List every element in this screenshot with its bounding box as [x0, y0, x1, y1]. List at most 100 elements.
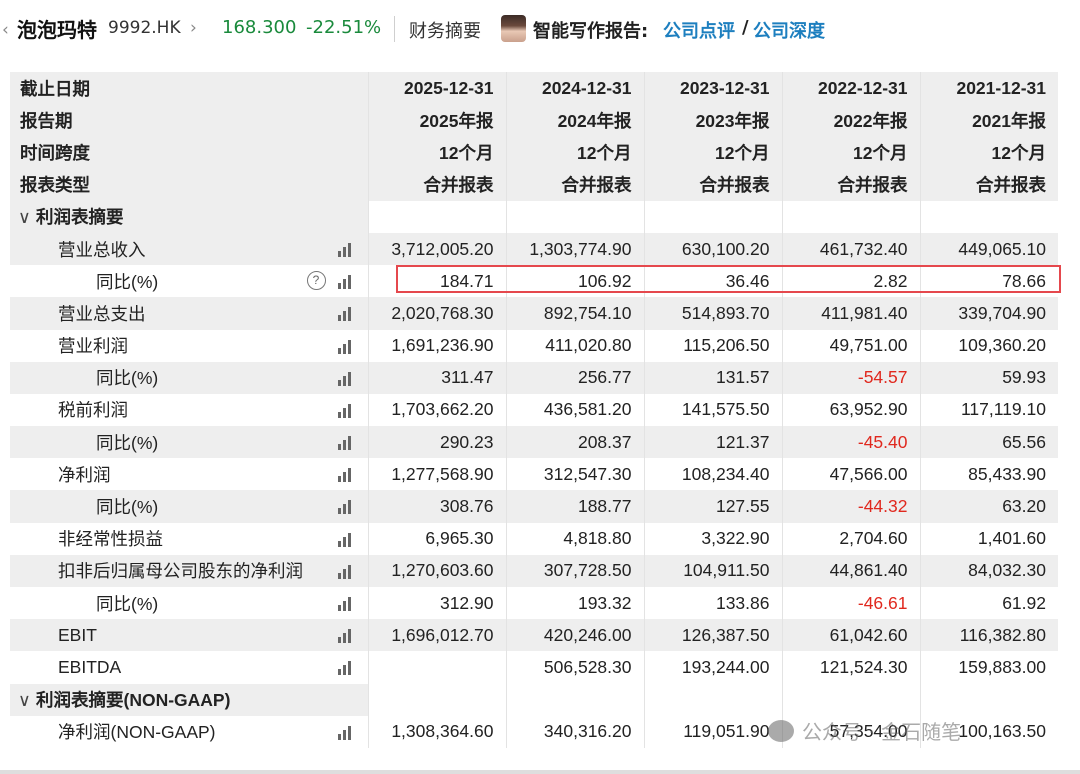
header-cell: 合并报表 [781, 168, 920, 201]
bar-chart-icon[interactable] [337, 273, 354, 290]
value-cell: 184.71 [367, 265, 506, 298]
section-row[interactable]: ∨ 利润表摘要(NON-GAAP) [10, 683, 1058, 716]
header-cell: 2022-12-31 [781, 72, 920, 105]
row-label-cell: 同比(%) [10, 361, 368, 394]
section-title: 利润表摘要(NON-GAAP) [36, 690, 231, 711]
top-bar: ‹ 泡泡玛特 9992.HK › 168.300 -22.51% 财务摘要 智能… [0, 0, 1080, 58]
financial-summary-table-container[interactable]: 截止日期 2025-12-31 2024-12-31 2023-12-31 2022-1… [10, 72, 1058, 752]
value-cell: 312.90 [367, 587, 506, 620]
header-cell: 2025年报 [367, 104, 506, 137]
value-cell: 3,322.90 [643, 522, 782, 555]
table-row: 同比(%) 311.47 256.77 131.57 -54.57 59.93 [10, 361, 1058, 394]
row-label-cell: 营业总支出 [10, 297, 368, 330]
bar-chart-icon[interactable] [337, 241, 354, 257]
table-row: 净利润 1,277,568.90 312,547.30 108,234.40 47,56… [10, 458, 1058, 491]
bar-chart-icon[interactable] [337, 338, 354, 354]
value-cell: 141,575.50 [643, 393, 782, 427]
value-cell: 85,433.90 [919, 458, 1058, 491]
row-label: 净利润 [58, 464, 111, 485]
table-row: 同比(%) 308.76 188.77 127.55 -44.32 63.20 [10, 490, 1058, 523]
header-cell: 2025-12-31 [367, 72, 506, 105]
row-label: 税前利润 [58, 400, 128, 421]
value-cell: 208.37 [505, 426, 644, 459]
bar-chart-icon[interactable] [337, 531, 354, 547]
row-label-cell: EBITDA [10, 651, 368, 684]
value-cell: 4,818.80 [505, 522, 644, 555]
bar-chart-icon[interactable] [337, 498, 354, 515]
bar-chart-icon[interactable] [337, 466, 354, 483]
value-cell: 36.46 [643, 265, 782, 298]
value-cell: 131.57 [643, 361, 782, 394]
header-cell: 12个月 [367, 136, 506, 169]
value-cell: 1,696,012.70 [367, 619, 506, 652]
section-title: 利润表摘要 [36, 207, 124, 228]
collapse-chevron-icon[interactable]: ∨ [18, 207, 31, 228]
bar-chart-icon[interactable] [337, 370, 354, 386]
row-label-cell: 同比(%) [10, 426, 368, 459]
value-cell: 340,316.20 [505, 715, 644, 748]
section-row[interactable]: ∨ 利润表摘要 [10, 200, 1058, 233]
bar-chart-icon[interactable] [337, 595, 354, 611]
value-cell: 1,308,364.60 [367, 715, 506, 748]
header-cell: 12个月 [505, 136, 644, 169]
value-cell: 115,206.50 [643, 329, 782, 362]
value-cell: 1,277,568.90 [367, 458, 506, 491]
row-label: EBITDA [58, 656, 122, 677]
value-cell: 193,244.00 [643, 651, 782, 684]
header-cell: 2024年报 [505, 104, 644, 137]
value-cell: 6,965.30 [367, 522, 506, 555]
header-cell: 2022年报 [781, 104, 920, 137]
section-title-cell[interactable]: ∨ 利润表摘要(NON-GAAP) [10, 683, 368, 716]
value-cell: 1,703,662.20 [367, 393, 506, 427]
value-cell: 117,119.10 [919, 393, 1058, 427]
company-depth-link[interactable]: 公司深度 [753, 21, 825, 42]
stock-code: 9992.HK [108, 18, 181, 38]
value-cell: 127.55 [643, 490, 782, 523]
header-cell: 2021年报 [919, 104, 1058, 137]
help-icon[interactable]: ? [306, 271, 326, 291]
value-cell: 121,524.30 [781, 651, 920, 684]
value-cell: 63.20 [919, 490, 1058, 523]
bar-chart-icon[interactable] [337, 305, 354, 322]
bar-chart-icon[interactable] [337, 434, 354, 451]
bar-chart-icon[interactable] [337, 659, 354, 676]
chevron-right-icon[interactable]: › [190, 18, 197, 38]
value-cell: 308.76 [367, 490, 506, 523]
value-cell: 630,100.20 [643, 232, 782, 266]
company-review-link[interactable]: 公司点评 [663, 21, 735, 42]
value-cell: 78.66 [919, 265, 1058, 298]
bar-chart-icon[interactable] [337, 402, 354, 418]
value-cell: 506,528.30 [505, 651, 644, 684]
row-label: 扣非后归属母公司股东的净利润 [58, 561, 303, 582]
empty-cell [505, 200, 644, 233]
value-cell: 1,270,603.60 [367, 554, 506, 587]
value-cell: -46.61 [781, 587, 920, 620]
empty-cell [505, 683, 644, 716]
header-label: 报表类型 [10, 168, 368, 201]
table-row: 同比(%) 312.90 193.32 133.86 -46.61 61.92 [10, 587, 1058, 620]
value-cell: 1,691,236.90 [367, 329, 506, 362]
value-cell: 2.82 [781, 265, 920, 298]
bar-chart-icon[interactable] [337, 563, 354, 579]
row-label: 同比(%) [96, 497, 159, 518]
row-label: 营业总收入 [58, 239, 146, 260]
row-label: 同比(%) [96, 368, 159, 389]
value-cell: 44,861.40 [781, 554, 920, 587]
bottom-border [0, 770, 1080, 774]
header-cell: 合并报表 [505, 168, 644, 201]
bar-chart-icon[interactable] [337, 627, 354, 644]
row-label: 同比(%) [96, 432, 159, 453]
header-cell: 12个月 [919, 136, 1058, 169]
value-cell: 188.77 [505, 490, 644, 523]
value-cell: 461,732.40 [781, 232, 920, 266]
table-row: 营业利润 1,691,236.90 411,020.80 115,206.50 49,7… [10, 329, 1058, 362]
collapse-chevron-icon[interactable]: ∨ [18, 690, 31, 711]
empty-cell [919, 200, 1058, 233]
value-cell: 61,042.60 [781, 619, 920, 652]
value-cell: 436,581.20 [505, 393, 644, 427]
chevron-left-icon[interactable]: ‹ [2, 20, 9, 40]
value-cell: 106.92 [505, 265, 644, 298]
section-title-cell[interactable]: ∨ 利润表摘要 [10, 200, 368, 233]
price-change: -22.51% [306, 17, 382, 38]
bar-chart-icon[interactable] [337, 724, 354, 740]
